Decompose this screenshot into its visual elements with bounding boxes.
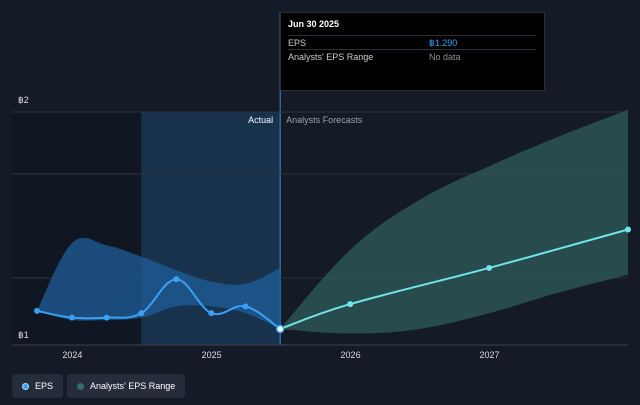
legend: EPS Analysts' EPS Range <box>12 374 186 398</box>
eps-forecast-point-3 <box>625 226 631 233</box>
eps-point-3 <box>138 310 145 317</box>
tooltip-row-eps: EPS ฿1.290 <box>288 35 536 49</box>
tooltip-range-value: No data <box>429 52 461 62</box>
eps-point-6 <box>242 303 249 310</box>
legend-label-eps: EPS <box>35 381 54 391</box>
tooltip-eps-key: EPS <box>288 38 307 48</box>
y-tick-label-0: ฿2 <box>18 95 29 105</box>
tooltip: Jun 30 2025 EPS ฿1.290 Analysts' EPS Ran… <box>280 12 545 91</box>
x-tick-label-0: 2024 <box>62 350 82 360</box>
tooltip-row-range: Analysts' EPS Range No data <box>288 49 536 63</box>
eps-point-1 <box>69 314 76 321</box>
actual_range-band <box>37 237 281 329</box>
eps-forecast-point-2 <box>486 264 493 271</box>
legend-item-range[interactable]: Analysts' EPS Range <box>67 374 186 398</box>
forecast_range-band <box>280 109 628 334</box>
eps-point-2 <box>103 314 110 321</box>
tooltip-date: Jun 30 2025 <box>288 19 340 29</box>
eps-point-0 <box>34 307 40 314</box>
range-dot-icon <box>77 382 85 390</box>
legend-item-eps[interactable]: EPS <box>12 374 64 398</box>
x-tick-label-1: 2025 <box>202 350 222 360</box>
eps-point-5 <box>208 310 215 317</box>
x-tick-label-2: 2026 <box>341 350 361 360</box>
legend-label-range: Analysts' EPS Range <box>90 381 176 391</box>
y-tick-label-1: ฿1 <box>18 330 29 340</box>
tooltip-eps-value: ฿1.290 <box>429 37 458 48</box>
x-tick-label-3: 2027 <box>479 350 499 360</box>
eps-line <box>36 278 281 330</box>
eps-forecast-point-1 <box>347 301 354 308</box>
actual-label: Actual <box>248 115 273 125</box>
forecast-label: Analysts Forecasts <box>286 115 363 125</box>
tooltip-range-key: Analysts' EPS Range <box>288 52 374 62</box>
eps-dot-icon <box>22 382 29 390</box>
eps-forecast-line <box>279 228 629 330</box>
eps-point-7 <box>275 324 285 334</box>
eps-point-4 <box>173 276 180 283</box>
